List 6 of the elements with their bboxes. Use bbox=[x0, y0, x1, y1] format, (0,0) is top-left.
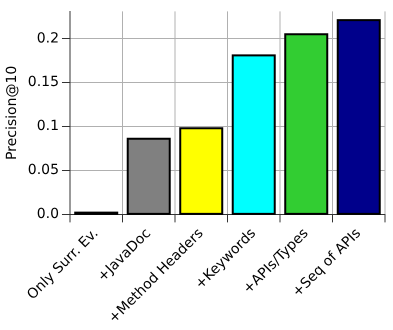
y-tick-label: 0.1 bbox=[36, 118, 59, 134]
y-tick-label: 0.05 bbox=[28, 162, 59, 178]
y-tick-label: 0.2 bbox=[36, 30, 59, 46]
y-tick-label: 0.15 bbox=[28, 74, 59, 90]
y-axis-title: Precision@10 bbox=[4, 66, 20, 160]
y-tick-label: 0.0 bbox=[36, 206, 59, 222]
